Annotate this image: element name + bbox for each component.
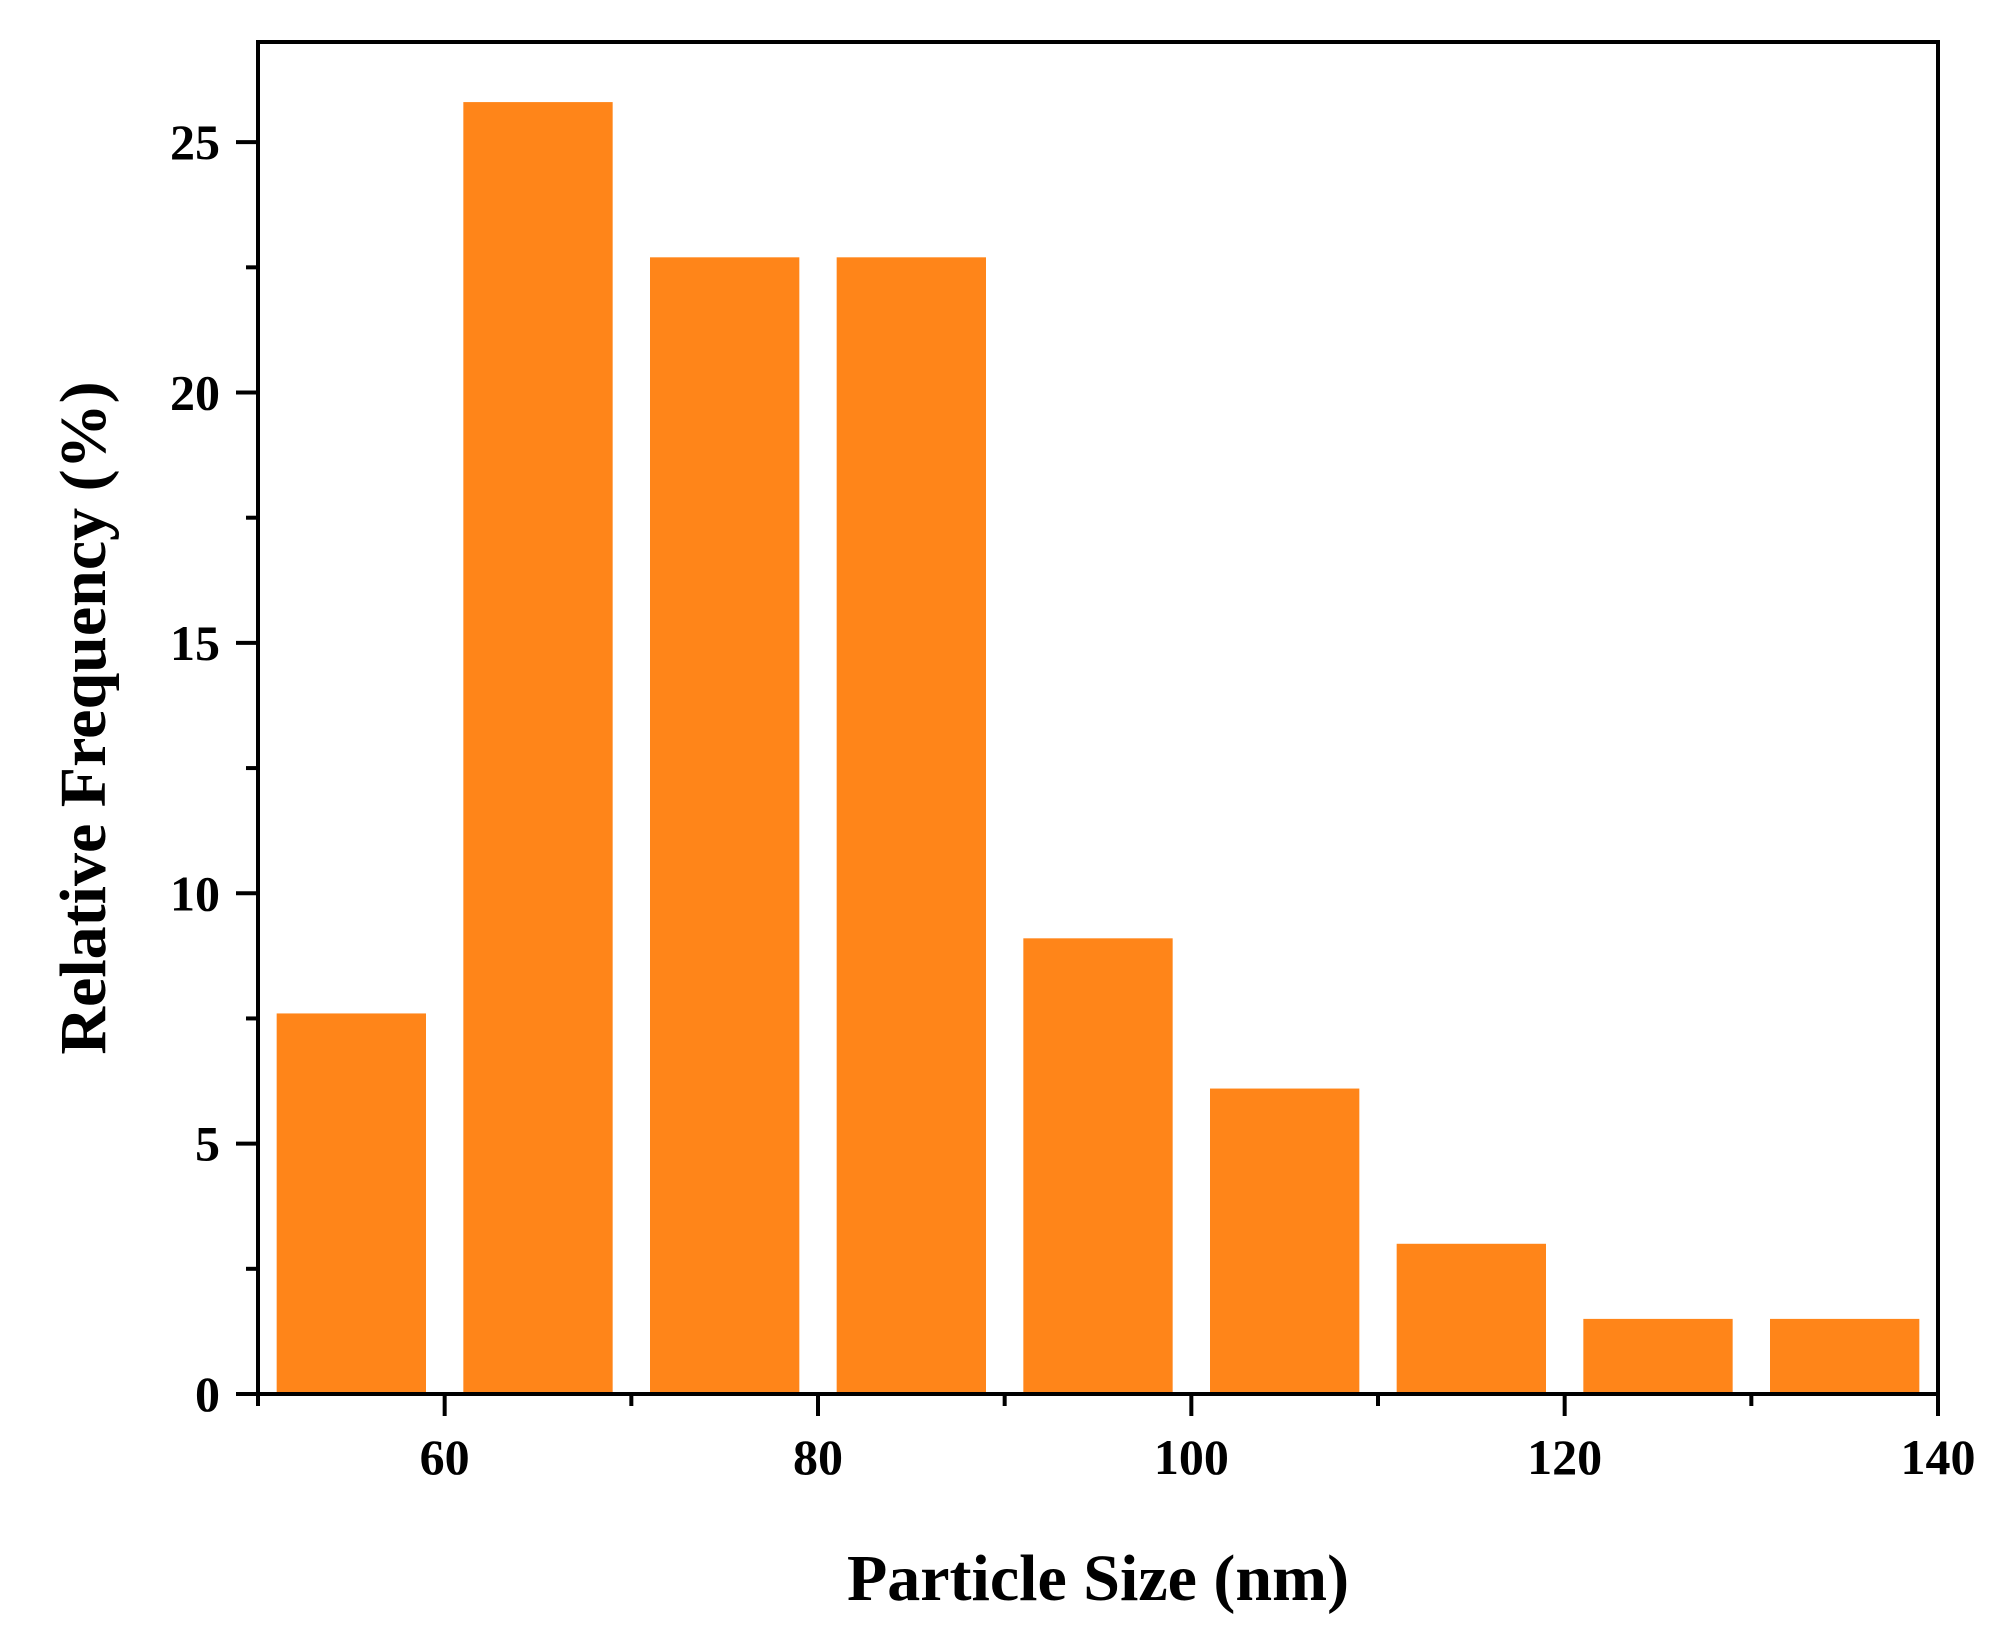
bars-layer: [276, 102, 1920, 1395]
y-axis-title: Relative Frequency (%): [47, 381, 120, 1054]
x-axis-title: Particle Size (nm): [847, 1542, 1349, 1615]
histogram-bar-2: [463, 102, 613, 1395]
histogram-bar-7: [1396, 1243, 1546, 1394]
histogram-bar-8: [1583, 1318, 1733, 1394]
histogram-bar-1: [276, 1013, 426, 1394]
y-tick-label-25: 25: [170, 114, 220, 170]
histogram-bar-4: [836, 257, 986, 1395]
y-tick-label-10: 10: [170, 865, 220, 921]
y-tick-label-0: 0: [195, 1366, 220, 1422]
y-tick-label-20: 20: [170, 365, 220, 421]
histogram-bar-9: [1770, 1318, 1920, 1394]
plot-frame: [256, 40, 1940, 1396]
histogram-bar-5: [1023, 938, 1173, 1394]
y-tick-label-5: 5: [195, 1116, 220, 1172]
y-tick-label-15: 15: [170, 615, 220, 671]
x-tick-label-60: 60: [420, 1429, 470, 1485]
histogram-bar-3: [650, 257, 800, 1395]
x-tick-label-80: 80: [793, 1429, 843, 1485]
ticks-layer: 60 80 100 120 140 0 5 10 15 20 25: [170, 114, 1976, 1485]
histogram-bar-6: [1210, 1088, 1360, 1394]
x-tick-label-120: 120: [1527, 1429, 1602, 1485]
x-tick-label-140: 140: [1901, 1429, 1976, 1485]
x-tick-label-100: 100: [1154, 1429, 1229, 1485]
